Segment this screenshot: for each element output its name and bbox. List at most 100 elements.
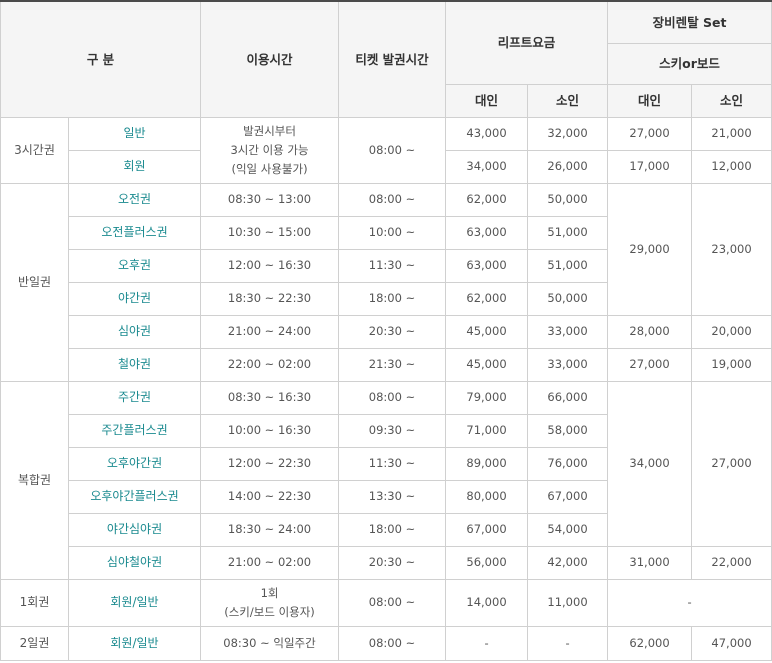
ticket-name[interactable]: 철야권 [67, 347, 202, 382]
header-lift-adult: 대인 [445, 83, 529, 118]
table-row: 야간권 18:30 ~ 22:30 18:00 ~ 62,000 50,000 [1, 281, 772, 316]
lift-child: 33,000 [527, 347, 609, 382]
lift-child: 76,000 [527, 446, 609, 481]
table-row: 심야철야권 21:00 ~ 02:00 20:30 ~ 56,000 42,00… [1, 545, 772, 580]
ticket-name[interactable]: 심야철야권 [67, 545, 202, 580]
ticket-time: 08:00 ~ [338, 578, 447, 627]
lift-child: 42,000 [527, 545, 609, 580]
lift-adult: 63,000 [445, 215, 529, 250]
ticket-time: 09:30 ~ [338, 413, 447, 448]
header-lift-fee: 리프트요금 [445, 0, 609, 85]
ticket-time: 08:00 ~ [338, 182, 447, 217]
rental-none: - [607, 578, 772, 627]
ticket-name[interactable]: 야간심야권 [67, 512, 202, 547]
usage-time: 12:00 ~ 16:30 [200, 248, 340, 283]
lift-adult: 45,000 [445, 347, 529, 382]
lift-adult: 14,000 [445, 578, 529, 627]
ticket-name[interactable]: 일반 [67, 116, 202, 151]
lift-adult: 79,000 [445, 380, 529, 415]
ticket-name[interactable]: 오후야간플러스권 [67, 479, 202, 514]
table-row: 심야권 21:00 ~ 24:00 20:30 ~ 45,000 33,000 … [1, 314, 772, 349]
usage-time: 1회 (스키/보드 이용자) [200, 578, 340, 627]
rental-adult: 29,000 [607, 182, 693, 316]
ticket-name[interactable]: 오후야간권 [67, 446, 202, 481]
rental-child: 23,000 [691, 182, 772, 316]
table-row: 복합권 주간권 08:30 ~ 16:30 08:00 ~ 79,000 66,… [0, 380, 772, 580]
rental-child: 12,000 [691, 149, 772, 184]
usage-time: 14:00 ~ 22:30 [200, 479, 340, 514]
group-half-day: 반일권 [0, 182, 69, 382]
group-combo: 복합권 [0, 380, 69, 580]
header-rental-child: 소인 [691, 83, 772, 118]
ticket-time: 08:00 ~ [338, 380, 447, 415]
usage-time: 08:30 ~ 13:00 [200, 182, 340, 217]
lift-adult: 34,000 [445, 149, 529, 184]
usage-time: 10:00 ~ 16:30 [200, 413, 340, 448]
ticket-name[interactable]: 심야권 [67, 314, 202, 349]
usage-time: 12:00 ~ 22:30 [200, 446, 340, 481]
rental-adult: 31,000 [607, 545, 693, 580]
table-row: 오후권 12:00 ~ 16:30 11:30 ~ 63,000 51,000 [1, 248, 772, 283]
header-rental-type: 스키or보드 [607, 42, 772, 85]
lift-adult: 63,000 [445, 248, 529, 283]
ticket-name[interactable]: 회원 [67, 149, 202, 184]
usage-line: (스키/보드 이용자) [224, 604, 315, 619]
ticket-time: 21:30 ~ [338, 347, 447, 382]
rental-adult: 27,000 [607, 116, 693, 151]
rental-child: 47,000 [691, 625, 772, 661]
usage-line: (익일 사용불가) [231, 161, 308, 176]
table-row: 오전플러스권 10:30 ~ 15:00 10:00 ~ 63,000 51,0… [1, 215, 772, 250]
lift-adult: 56,000 [445, 545, 529, 580]
usage-time: 08:30 ~ 익일주간 [200, 625, 340, 661]
lift-adult: - [445, 625, 529, 661]
ticket-name[interactable]: 회원/일반 [67, 625, 202, 661]
table-row: 1회권 회원/일반 1회 (스키/보드 이용자) 08:00 ~ 14,000 … [0, 578, 772, 627]
usage-time: 08:30 ~ 16:30 [200, 380, 340, 415]
usage-line: 1회 [260, 585, 279, 600]
rental-child: 27,000 [691, 380, 772, 547]
ticket-time: 08:00 ~ [338, 116, 447, 184]
ticket-name[interactable]: 주간플러스권 [67, 413, 202, 448]
table-row: 주간플러스권 10:00 ~ 16:30 09:30 ~ 71,000 58,0… [1, 413, 772, 448]
ticket-name[interactable]: 오전권 [67, 182, 202, 217]
header-usage-time: 이용시간 [200, 0, 340, 118]
lift-child: 26,000 [527, 149, 609, 184]
ticket-name[interactable]: 주간권 [67, 380, 202, 415]
table-row: 오후야간권 12:00 ~ 22:30 11:30 ~ 89,000 76,00… [1, 446, 772, 481]
lift-child: 50,000 [527, 182, 609, 217]
usage-time: 22:00 ~ 02:00 [200, 347, 340, 382]
lift-child: 51,000 [527, 215, 609, 250]
lift-child: 33,000 [527, 314, 609, 349]
header-ticket-time: 티켓 발권시간 [338, 0, 447, 118]
header-lift-child: 소인 [527, 83, 609, 118]
usage-time: 10:30 ~ 15:00 [200, 215, 340, 250]
lift-adult: 80,000 [445, 479, 529, 514]
group-two-day: 2일권 [0, 625, 69, 661]
ticket-name[interactable]: 회원/일반 [67, 578, 202, 627]
lift-child: 58,000 [527, 413, 609, 448]
header-rental-set: 장비렌탈 Set [607, 0, 772, 44]
usage-time: 18:30 ~ 22:30 [200, 281, 340, 316]
rental-adult: 17,000 [607, 149, 693, 184]
lift-adult: 43,000 [445, 116, 529, 151]
ticket-name[interactable]: 오전플러스권 [67, 215, 202, 250]
ticket-name[interactable]: 야간권 [67, 281, 202, 316]
ticket-time: 20:30 ~ [338, 545, 447, 580]
ticket-time: 20:30 ~ [338, 314, 447, 349]
rental-adult: 28,000 [607, 314, 693, 349]
table-row: 3시간권 일반 발권시부터 3시간 이용 가능 (익일 사용불가) 08:00 … [0, 116, 772, 184]
header-rental-adult: 대인 [607, 83, 693, 118]
rental-child: 22,000 [691, 545, 772, 580]
usage-time: 21:00 ~ 02:00 [200, 545, 340, 580]
lift-adult: 45,000 [445, 314, 529, 349]
ticket-time: 13:30 ~ [338, 479, 447, 514]
ticket-time: 08:00 ~ [338, 625, 447, 661]
table-row: 2일권 회원/일반 08:30 ~ 익일주간 08:00 ~ - - 62,00… [0, 625, 772, 661]
lift-adult: 62,000 [445, 182, 529, 217]
ticket-name[interactable]: 오후권 [67, 248, 202, 283]
lift-adult: 67,000 [445, 512, 529, 547]
usage-time: 21:00 ~ 24:00 [200, 314, 340, 349]
ticket-time: 11:30 ~ [338, 446, 447, 481]
table-row: 반일권 오전권 08:30 ~ 13:00 08:00 ~ 62,000 50,… [0, 182, 772, 382]
